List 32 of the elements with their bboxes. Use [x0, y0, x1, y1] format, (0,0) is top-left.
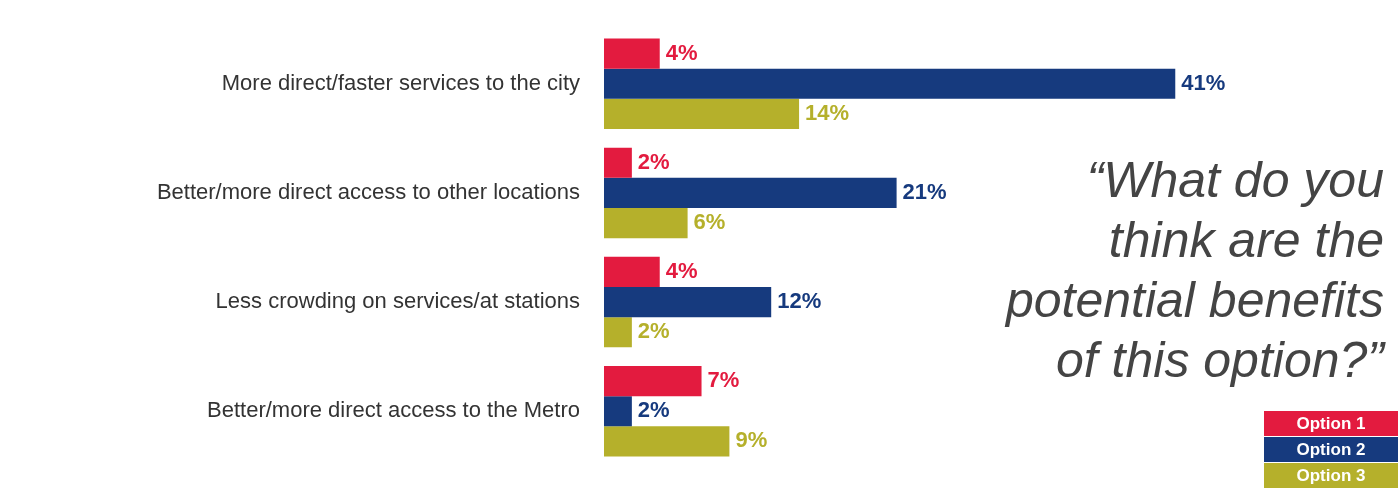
- y-tick-label: Better/more direct access to the Metro: [207, 397, 580, 423]
- y-tick-label: Less crowding on services/at stations: [215, 288, 580, 314]
- text: Option 2: [1264, 437, 1398, 462]
- bar: [604, 147, 632, 178]
- data-label: 41%: [1181, 69, 1226, 95]
- y-tick-label: More direct/faster services to the city: [221, 69, 580, 95]
- bar: [604, 426, 730, 457]
- bar: [604, 68, 1176, 99]
- text: “What do you think are the potential benefits of this option?”: [1004, 151, 1384, 390]
- data-label: 2%: [637, 148, 670, 174]
- bar: [604, 98, 800, 130]
- bar: [604, 317, 632, 348]
- bar: [604, 177, 897, 209]
- data-label: 6%: [693, 209, 726, 235]
- data-label: 9%: [735, 427, 768, 453]
- data-label: 2%: [637, 397, 670, 423]
- bar: [604, 396, 632, 427]
- y-tick-label: Better/more direct access to other locations: [156, 178, 580, 204]
- data-label: 14%: [805, 100, 850, 126]
- bar: [604, 365, 702, 397]
- text: Option 1: [1264, 411, 1398, 436]
- data-label: 4%: [665, 39, 698, 65]
- data-label: 2%: [637, 318, 670, 344]
- data-label: 12%: [777, 288, 822, 314]
- data-label: 4%: [665, 257, 698, 283]
- text: Option 3: [1264, 463, 1398, 488]
- bar: [604, 38, 660, 69]
- data-label: 7%: [707, 367, 740, 393]
- data-label: 21%: [902, 178, 947, 204]
- bar: [604, 208, 688, 239]
- bar: [604, 286, 772, 318]
- bar: [604, 256, 660, 287]
